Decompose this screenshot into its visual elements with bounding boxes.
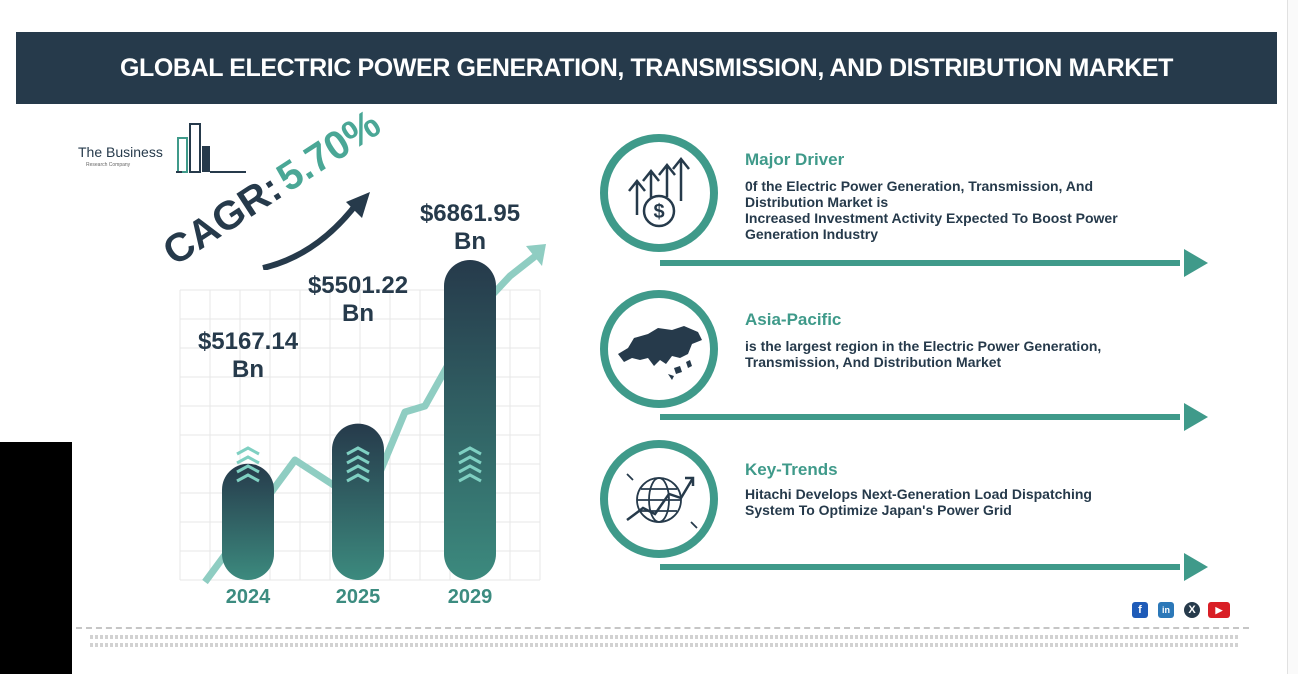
panel-title: Major Driver	[745, 150, 845, 169]
panel-arrow-line	[660, 564, 1180, 570]
logo-subtext: Research Company	[86, 162, 131, 168]
panel-body: is the largest region in the Electric Po…	[745, 338, 1215, 370]
facebook-icon[interactable]: f	[1132, 602, 1148, 618]
asia-map-icon	[600, 290, 718, 408]
chevron-up-icon	[346, 446, 370, 483]
panel-line: Distribution Market is	[745, 194, 889, 210]
chevron-up-icon	[458, 446, 482, 483]
page-title: GLOBAL ELECTRIC POWER GENERATION, TRANSM…	[119, 53, 1174, 82]
trend-line	[202, 251, 541, 585]
market-chart	[179, 244, 546, 585]
panel-line: Increased Investment Activity Expected T…	[745, 210, 1118, 226]
panel-title: Key-Trends	[745, 460, 838, 479]
panel-line: Hitachi Develops Next-Generation Load Di…	[745, 486, 1092, 502]
bar-value-label: $6861.95 Bn	[419, 200, 521, 255]
panel-asia-pacific: Asia-Pacific is the largest region in th…	[600, 290, 1220, 440]
bar-value-label: $5501.22 Bn	[307, 272, 409, 327]
disclaimer-text	[90, 633, 1240, 647]
panel-key-trends: Key-Trends Hitachi Develops Next-Generat…	[600, 440, 1220, 590]
panel-arrow-line	[660, 414, 1180, 420]
panel-line: is the largest region in the Electric Po…	[745, 338, 1102, 354]
panel-line: 0f the Electric Power Generation, Transm…	[745, 178, 1094, 194]
panel-title: Asia-Pacific	[745, 310, 842, 329]
panel-body: Hitachi Develops Next-Generation Load Di…	[745, 486, 1215, 518]
divider	[76, 627, 1249, 629]
arrow-right-icon	[1184, 403, 1208, 431]
x-tick-label: 2029	[447, 586, 493, 608]
company-logo: The Business Research Company	[78, 120, 248, 180]
bar-value-label: $5167.14 Bn	[197, 328, 299, 383]
panel-line: Generation Industry	[745, 226, 879, 242]
arrow-right-icon	[1184, 249, 1208, 277]
linkedin-icon[interactable]: in	[1158, 602, 1174, 618]
cagr-arrow-icon	[262, 192, 370, 270]
chevron-up-icon	[236, 446, 260, 483]
logo-bars-icon	[176, 123, 246, 173]
panel-major-driver: $ Major Driver 0f the Electric Power Gen…	[600, 134, 1220, 284]
trend-arrow-head	[526, 244, 546, 266]
arrow-right-icon	[1184, 553, 1208, 581]
panel-line: Transmission, And Distribution Market	[745, 354, 1002, 370]
bar-2029	[444, 260, 496, 580]
x-tick-label: 2025	[335, 586, 381, 608]
x-icon[interactable]: X	[1184, 602, 1200, 618]
growth-dollar-icon: $	[600, 134, 718, 252]
svg-text:$: $	[653, 201, 664, 223]
panel-arrow-line	[660, 260, 1180, 266]
bar-2024	[222, 463, 274, 580]
x-tick-label: 2024	[225, 586, 271, 608]
panel-line: System To Optimize Japan's Power Grid	[745, 502, 1012, 518]
bar-2025	[332, 423, 384, 580]
page-frame-edge	[1287, 0, 1298, 674]
logo-text: The Business	[78, 144, 163, 160]
youtube-icon[interactable]: ▶	[1208, 602, 1230, 618]
header-banner: GLOBAL ELECTRIC POWER GENERATION, TRANSM…	[16, 32, 1277, 104]
panel-body: 0f the Electric Power Generation, Transm…	[745, 178, 1215, 242]
black-overlay-block	[0, 442, 72, 674]
globe-trend-icon	[600, 440, 718, 558]
